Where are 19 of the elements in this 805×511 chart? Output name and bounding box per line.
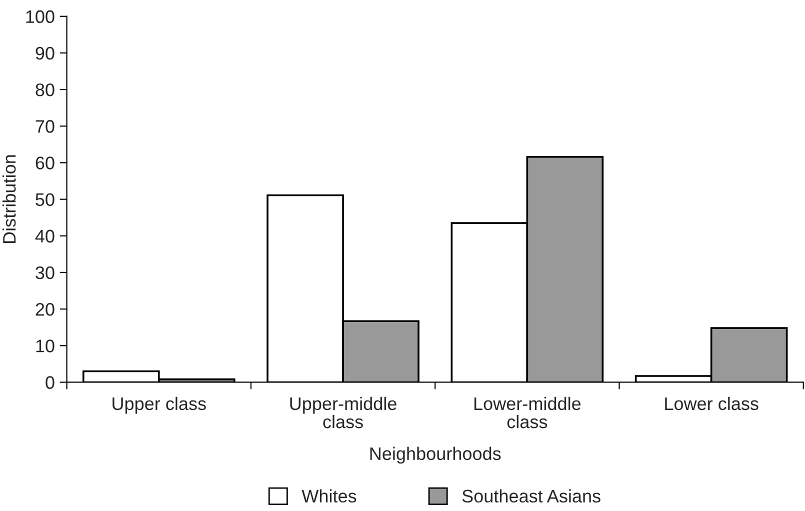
y-axis-title: Distribution	[2, 155, 16, 243]
x-tick-label: Upper class	[112, 396, 206, 414]
y-tick-label: 40	[35, 230, 54, 243]
legend-label: Whites	[302, 489, 356, 503]
y-tick-label: 30	[36, 266, 54, 280]
x-tick-label: Lower-middle class	[474, 396, 581, 428]
x-tick-label: Upper-middle class	[290, 396, 396, 428]
y-tick-label: 0	[46, 376, 54, 389]
y-tick-label: 70	[36, 120, 54, 133]
y-tick-label: 60	[36, 156, 54, 170]
x-axis-title: Neighbourhoods	[370, 446, 501, 464]
legend-label: Southeast Asians	[462, 489, 600, 503]
y-tick-label: 100	[26, 10, 54, 24]
x-tick-label: Lower class	[665, 396, 758, 410]
y-tick-label: 10	[36, 340, 54, 352]
y-tick-label: 50	[36, 193, 54, 206]
y-tick-label: 90	[36, 46, 54, 60]
y-tick-label: 80	[36, 83, 54, 96]
y-tick-label: 20	[36, 302, 54, 316]
